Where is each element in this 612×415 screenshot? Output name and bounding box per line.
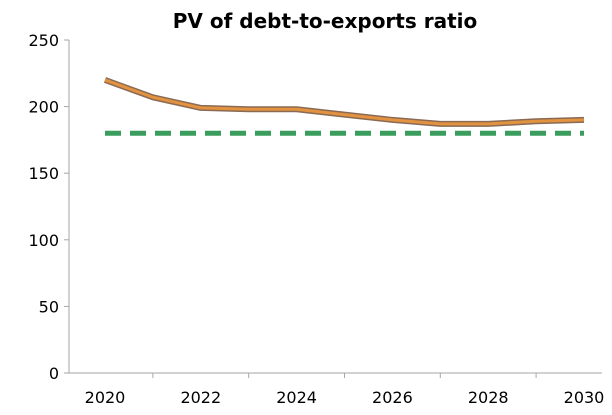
y-axis-ticks: 0 50 100 150 200 250 <box>28 31 69 383</box>
y-tick-label: 50 <box>39 297 59 316</box>
x-tick-label: 2020 <box>85 388 126 407</box>
x-axis-ticks: 2020 2022 2024 2026 2028 2030 <box>85 373 605 407</box>
x-tick-label: 2022 <box>180 388 221 407</box>
x-tick-label: 2030 <box>564 388 605 407</box>
series-line <box>104 78 585 126</box>
x-tick-label: 2026 <box>372 388 413 407</box>
x-tick-label: 2024 <box>276 388 317 407</box>
y-tick-label: 0 <box>49 364 59 383</box>
y-tick-label: 150 <box>28 164 59 183</box>
y-tick-label: 100 <box>28 231 59 250</box>
series-layer <box>103 77 585 136</box>
chart-title: PV of debt-to-exports ratio <box>173 9 478 33</box>
x-tick-label: 2028 <box>468 388 509 407</box>
y-tick-label: 200 <box>28 98 59 117</box>
y-tick-label: 250 <box>28 31 59 50</box>
